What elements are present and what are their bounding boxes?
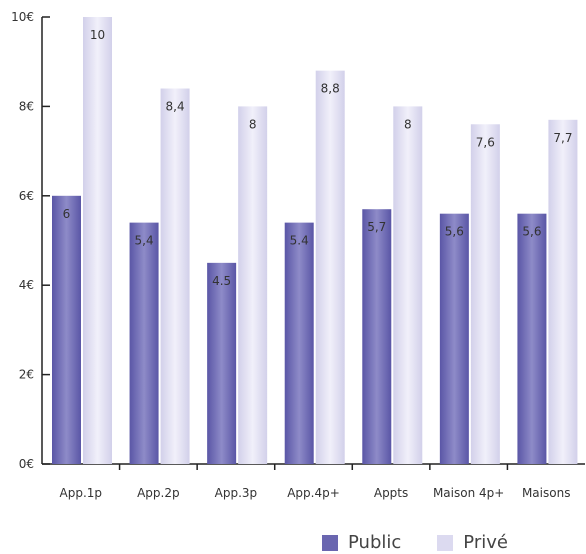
bar-public	[517, 213, 547, 464]
y-tick-label: 10€	[11, 10, 34, 24]
legend-item-prive: Privé	[437, 532, 508, 553]
data-label-public: 4.5	[212, 274, 231, 288]
bar-prive	[83, 17, 112, 464]
data-label-public: 5,7	[367, 220, 386, 234]
x-tick-label: Maison 4p+	[433, 486, 504, 500]
data-label-prive: 10	[90, 28, 105, 42]
legend-label-prive: Privé	[463, 532, 508, 553]
x-tick-label: Appts	[374, 486, 408, 500]
bars	[52, 17, 578, 465]
y-tick-label: 2€	[19, 368, 34, 382]
bar-prive	[393, 106, 423, 465]
y-tick-label: 0€	[19, 457, 34, 471]
data-label-public: 5,6	[522, 225, 541, 239]
x-tick-label: Maisons	[522, 486, 571, 500]
data-label-public: 5,4	[135, 234, 154, 248]
data-label-prive: 8,4	[166, 100, 185, 114]
bar-public	[439, 213, 469, 464]
data-label-public: 5.4	[290, 234, 309, 248]
data-label-prive: 8	[404, 117, 412, 131]
bar-public	[52, 195, 81, 465]
x-tick-label: App.4p+	[287, 486, 340, 500]
legend-swatch-public	[322, 534, 338, 551]
legend-swatch-prive	[437, 534, 454, 551]
bar-prive	[470, 124, 500, 464]
legend-label-public: Public	[348, 532, 402, 553]
x-tick-label: App.2p	[137, 486, 180, 500]
x-tick-label: App.1p	[60, 486, 103, 500]
bar-public	[207, 262, 237, 464]
bar-prive	[160, 88, 190, 465]
legend: Public Privé	[322, 532, 544, 553]
y-tick-label: 6€	[19, 189, 34, 203]
data-label-prive: 7,7	[553, 131, 572, 145]
data-label-prive: 8	[249, 117, 257, 131]
data-label-prive: 8,8	[321, 82, 340, 96]
bar-prive	[548, 119, 578, 464]
bar-public	[129, 222, 159, 464]
bar-public	[362, 209, 392, 464]
labels: App.1p 6 10 App.2p 5,4 8,4 App.3p 4.5 8 App.4p+ 5.…	[60, 28, 573, 500]
bar-prive	[315, 70, 345, 464]
data-label-public: 5,6	[445, 225, 464, 239]
y-tick-label: 4€	[19, 278, 34, 292]
bar-prive	[238, 106, 268, 465]
data-label-prive: 7,6	[476, 135, 495, 149]
data-label-public: 6	[63, 207, 71, 221]
x-tick-label: App.3p	[215, 486, 258, 500]
y-tick-label: 8€	[19, 99, 34, 113]
legend-item-public: Public	[322, 532, 401, 553]
bar-public	[284, 222, 314, 464]
